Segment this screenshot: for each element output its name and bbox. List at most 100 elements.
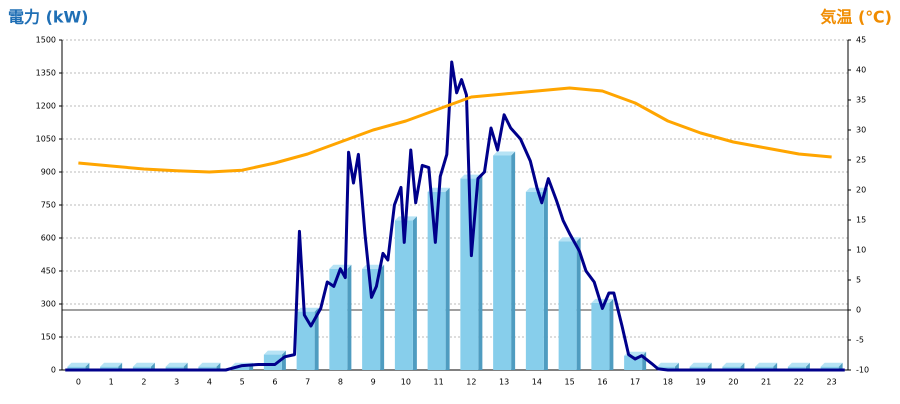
y-tick-label: 1350 — [36, 69, 56, 78]
bar — [67, 366, 86, 370]
y-tick-label: 900 — [41, 168, 56, 177]
y-tick-label: 150 — [41, 333, 56, 342]
bar-top — [296, 307, 319, 312]
y2-tick-label: -10 — [856, 366, 869, 375]
bar — [722, 366, 741, 370]
bar-top — [689, 362, 712, 367]
bar-top — [755, 362, 778, 367]
x-tick-label: 17 — [630, 378, 640, 387]
bar-side — [707, 362, 712, 370]
bar — [362, 268, 381, 370]
bar-side — [412, 216, 417, 370]
bar — [394, 220, 413, 370]
bar-top — [165, 362, 188, 367]
bar — [231, 366, 250, 370]
y2-tick-label: 45 — [856, 36, 866, 45]
x-tick-label: 1 — [109, 378, 114, 387]
bar — [132, 366, 151, 370]
y2-tick-label: 40 — [856, 66, 866, 75]
y-tick-label: 1500 — [36, 36, 56, 45]
x-tick-label: 21 — [761, 378, 771, 387]
y2-tick-label: 15 — [856, 216, 866, 225]
bar — [493, 155, 512, 370]
bar-top — [198, 362, 221, 367]
y-tick-label: 600 — [41, 234, 56, 243]
bar-side — [216, 362, 221, 370]
x-tick-label: 20 — [728, 378, 738, 387]
bar-side — [674, 362, 679, 370]
y2-tick-label: 25 — [856, 156, 866, 165]
y2-tick-label: 5 — [856, 276, 861, 285]
y-tick-label: 1200 — [36, 102, 56, 111]
bar-side — [511, 151, 516, 370]
bar — [165, 366, 184, 370]
y2-tick-label: 10 — [856, 246, 866, 255]
x-tick-label: 16 — [597, 378, 607, 387]
x-tick-label: 6 — [272, 378, 277, 387]
x-tick-label: 13 — [499, 378, 509, 387]
y-axis-title: 電力 (kW) — [8, 8, 89, 27]
x-tick-label: 9 — [371, 378, 376, 387]
bar-side — [838, 362, 843, 370]
x-tick-label: 18 — [663, 378, 673, 387]
x-tick-label: 23 — [827, 378, 837, 387]
x-tick-label: 10 — [401, 378, 411, 387]
bar-top — [558, 237, 581, 242]
bar-side — [380, 264, 385, 370]
bar — [755, 366, 774, 370]
bar-side — [478, 174, 483, 370]
line — [65, 60, 845, 372]
x-tick-label: 8 — [338, 378, 343, 387]
x-tick-label: 7 — [305, 378, 310, 387]
bar-top — [656, 362, 679, 367]
x-tick-label: 22 — [794, 378, 804, 387]
bar-side — [740, 362, 745, 370]
bar-side — [118, 362, 123, 370]
bar-side — [773, 362, 778, 370]
bar-side — [576, 237, 581, 370]
bar-side — [183, 362, 188, 370]
y-tick-label: 450 — [41, 267, 56, 276]
bar-top — [132, 362, 155, 367]
bar — [296, 311, 315, 370]
bar — [198, 366, 217, 370]
bar-top — [263, 350, 286, 355]
y2-axis-title: 気温 (℃) — [820, 8, 892, 27]
bar-side — [347, 264, 352, 370]
x-tick-label: 2 — [141, 378, 146, 387]
bar-side — [445, 187, 450, 370]
bar — [525, 191, 544, 370]
bar-side — [314, 307, 319, 370]
y2-tick-label: 35 — [856, 96, 866, 105]
bar-side — [609, 298, 614, 370]
y-tick-label: 1050 — [36, 135, 56, 144]
bar-top — [493, 151, 516, 156]
x-tick-label: 12 — [466, 378, 476, 387]
x-tick-label: 15 — [565, 378, 575, 387]
bar — [263, 354, 282, 370]
bar — [558, 241, 577, 370]
bar-side — [150, 362, 155, 370]
bar — [787, 366, 806, 370]
x-tick-label: 5 — [240, 378, 245, 387]
bar-top — [787, 362, 810, 367]
y2-tick-label: 20 — [856, 186, 866, 195]
bar-top — [820, 362, 843, 367]
y-tick-label: 0 — [51, 366, 56, 375]
bar-side — [85, 362, 90, 370]
bar — [689, 366, 708, 370]
bar-side — [805, 362, 810, 370]
y-tick-label: 750 — [41, 201, 56, 210]
x-tick-label: 0 — [76, 378, 81, 387]
x-tick-label: 4 — [207, 378, 212, 387]
y-tick-label: 300 — [41, 300, 56, 309]
bar — [591, 302, 610, 370]
x-tick-label: 19 — [696, 378, 706, 387]
bar — [329, 268, 348, 370]
bar-top — [67, 362, 90, 367]
bar-top — [722, 362, 745, 367]
y2-tick-label: -5 — [856, 336, 864, 345]
bar — [100, 366, 119, 370]
bar-top — [100, 362, 123, 367]
